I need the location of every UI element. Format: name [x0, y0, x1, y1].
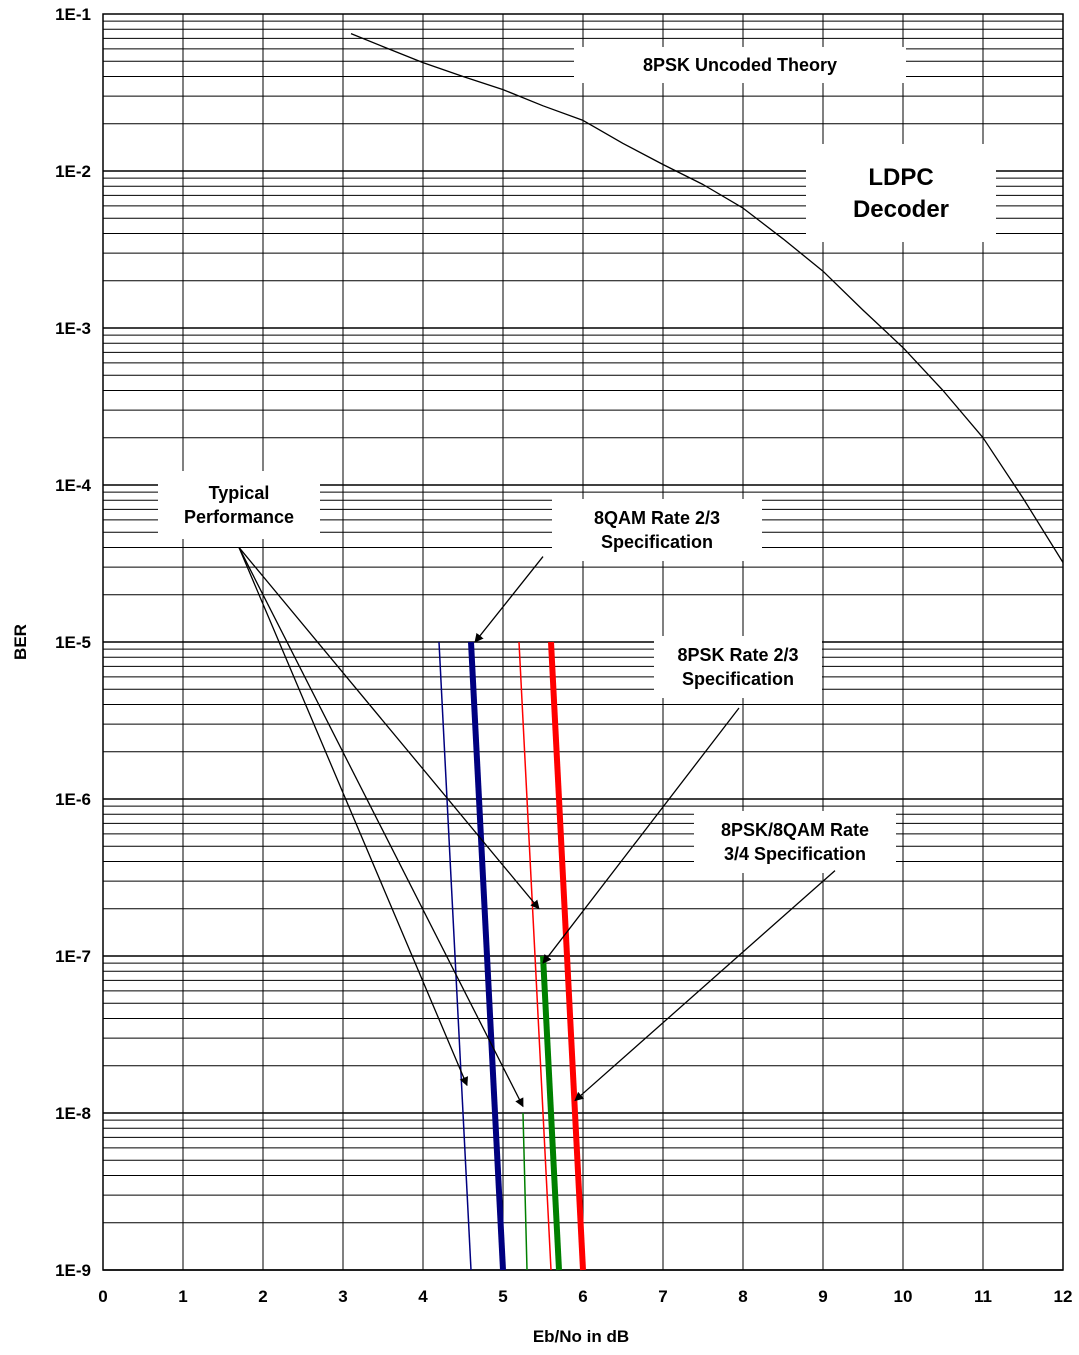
- annotation-box: [574, 47, 906, 83]
- y-tick-label: 1E-7: [55, 947, 91, 966]
- annotation-text: 8PSK Rate 2/3: [677, 645, 798, 665]
- axis-ticks: 0 1 2 3 4 5 6 7 8 9 10 11 121E-91E-81E-71E-61E-51E-4…: [55, 5, 1072, 1306]
- x-tick-label: 10: [894, 1287, 913, 1306]
- series-line-typical-8qam-rate-2-3: [438, 641, 472, 1271]
- annotation-arrow: [238, 547, 468, 1087]
- y-tick-label: 1E-8: [55, 1104, 91, 1123]
- x-tick-label: 12: [1054, 1287, 1073, 1306]
- series-line-typical-8psk-rate-2-3: [522, 1112, 528, 1271]
- annotation-text: Performance: [184, 507, 294, 527]
- x-tick-label: 9: [818, 1287, 827, 1306]
- y-tick-label: 1E-5: [55, 633, 91, 652]
- annotation-text: 8QAM Rate 2/3: [594, 508, 720, 528]
- x-tick-label: 3: [338, 1287, 347, 1306]
- annotation-box: [552, 499, 762, 561]
- annotation-box: [654, 636, 822, 698]
- annotation-psk23: 8PSK Rate 2/3 Specification: [654, 636, 822, 698]
- annotation-typical: Typical Performance: [158, 471, 320, 539]
- y-tick-label: 1E-4: [55, 476, 91, 495]
- annotation-arrow: [238, 547, 524, 1108]
- series-line-typical-8psk-8qam-rate-3-4: [518, 641, 552, 1271]
- annotation-text: 8PSK Uncoded Theory: [643, 55, 837, 75]
- annotation-arrow: [474, 556, 544, 643]
- annotation-uncoded: 8PSK Uncoded Theory: [574, 47, 906, 83]
- annotation-text: LDPC: [868, 164, 933, 191]
- series-line-8psk-8qam-rate-3-4-specification: [548, 641, 586, 1271]
- annotations: 8PSK Uncoded Theory LDPC Decoder Typical Per…: [158, 47, 996, 873]
- series-line-8qam-rate-2-3-specification: [468, 641, 506, 1271]
- annotation-qam23: 8QAM Rate 2/3 Specification: [552, 499, 762, 561]
- annotation-text: Specification: [601, 532, 713, 552]
- x-tick-label: 6: [578, 1287, 587, 1306]
- annotation-box: [694, 811, 896, 873]
- annotation-box: [158, 471, 320, 539]
- annotation-text: 3/4 Specification: [724, 844, 866, 864]
- y-tick-label: 1E-3: [55, 319, 91, 338]
- series-line-8psk-uncoded-theory: [350, 32, 1064, 563]
- x-tick-label: 4: [418, 1287, 428, 1306]
- annotation-arrow: [238, 547, 540, 910]
- annotation-text: Specification: [682, 669, 794, 689]
- x-tick-label: 5: [498, 1287, 507, 1306]
- x-tick-label: 2: [258, 1287, 267, 1306]
- x-tick-label: 0: [98, 1287, 107, 1306]
- x-tick-label: 1: [178, 1287, 187, 1306]
- y-tick-label: 1E-2: [55, 162, 91, 181]
- annotation-ldpc: LDPC Decoder: [806, 144, 996, 242]
- y-axis-label: BER: [11, 624, 30, 660]
- annotation-rate34: 8PSK/8QAM Rate 3/4 Specification: [694, 811, 896, 873]
- y-tick-label: 1E-1: [55, 5, 91, 24]
- annotation-text: Typical: [209, 483, 270, 503]
- series-group: [350, 32, 1064, 1271]
- annotation-text: 8PSK/8QAM Rate: [721, 820, 869, 840]
- y-tick-label: 1E-6: [55, 790, 91, 809]
- series-line-8psk-rate-2-3-specification: [540, 955, 562, 1271]
- x-tick-label: 11: [974, 1287, 992, 1306]
- annotation-text: Decoder: [853, 196, 949, 223]
- y-tick-label: 1E-9: [55, 1261, 91, 1280]
- x-tick-label: 8: [738, 1287, 747, 1306]
- x-axis-label: Eb/No in dB: [533, 1327, 629, 1346]
- annotation-arrows: [238, 547, 836, 1108]
- annotation-arrow: [574, 870, 836, 1102]
- annotation-box: [806, 144, 996, 242]
- annotation-arrow: [542, 707, 740, 964]
- x-tick-label: 7: [658, 1287, 667, 1306]
